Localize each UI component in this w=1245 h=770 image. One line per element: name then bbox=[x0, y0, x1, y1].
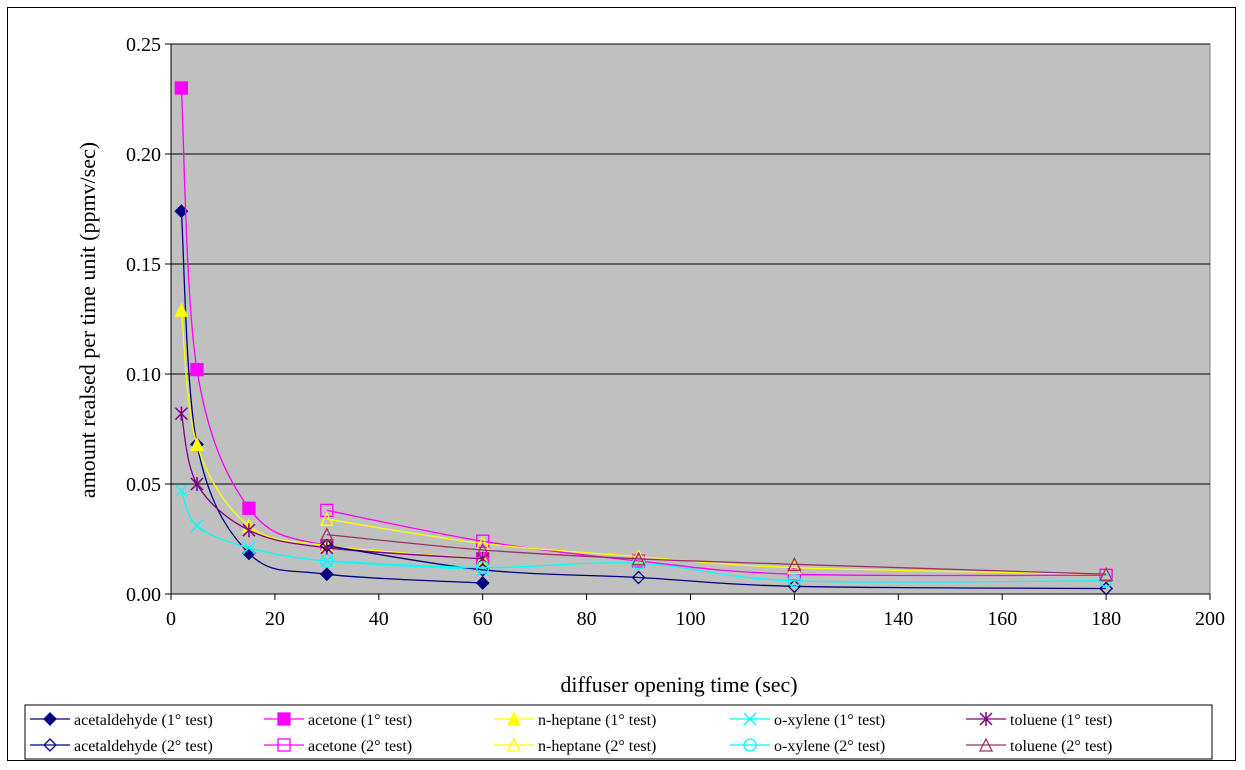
data-point bbox=[787, 574, 802, 588]
data-point bbox=[190, 362, 204, 377]
legend-item: toluene (1° test) bbox=[966, 712, 1112, 729]
x-tick-label: 100 bbox=[676, 608, 706, 630]
x-axis-title: diffuser opening time (sec) bbox=[560, 672, 797, 697]
data-point bbox=[475, 542, 490, 557]
data-point bbox=[476, 560, 490, 575]
x-tick-label: 180 bbox=[1091, 608, 1121, 630]
y-tick-label: 0.25 bbox=[126, 34, 161, 56]
legend-item: acetone (2° test) bbox=[264, 738, 412, 755]
legend-marker bbox=[43, 738, 57, 752]
legend-label: o-xylene (1° test) bbox=[774, 712, 885, 729]
legend-box bbox=[24, 704, 1213, 760]
data-point bbox=[475, 576, 490, 590]
y-tick-label: 0.05 bbox=[126, 474, 161, 496]
x-tick-label: 80 bbox=[577, 608, 597, 630]
legend-item: n-heptane (2° test) bbox=[494, 737, 656, 755]
legend-marker bbox=[277, 712, 291, 726]
plot-area bbox=[170, 43, 1211, 595]
legend-item: o-xylene (1° test) bbox=[730, 712, 885, 729]
data-point bbox=[190, 477, 204, 491]
data-point bbox=[174, 81, 189, 95]
legend-item: acetaldehyde (2° test) bbox=[30, 738, 213, 755]
x-tick-label: 60 bbox=[473, 608, 493, 630]
series-line bbox=[326, 509, 1107, 577]
legend-label: n-heptane (1° test) bbox=[538, 712, 656, 729]
data-point bbox=[319, 538, 334, 553]
series-line bbox=[326, 518, 1107, 575]
data-point bbox=[190, 519, 204, 533]
legend-marker bbox=[43, 712, 57, 726]
data-point bbox=[319, 567, 334, 582]
data-point bbox=[174, 406, 188, 421]
legend: acetaldehyde (1° test) acetone (1° test) n… bbox=[24, 704, 1213, 760]
series-9 bbox=[319, 527, 1114, 581]
axes: diffuser opening time (sec) amount reals… bbox=[75, 34, 1225, 697]
data-point bbox=[787, 556, 802, 571]
data-point bbox=[787, 560, 802, 575]
data-point bbox=[242, 541, 256, 555]
series-line bbox=[180, 413, 483, 560]
plot-background bbox=[170, 43, 1211, 595]
series-line bbox=[326, 533, 1107, 575]
y-axis-title: amount realsed per time unit (ppmv/sec) bbox=[75, 142, 100, 498]
legend-item: n-heptane (1° test) bbox=[494, 711, 656, 729]
legend-label: toluene (1° test) bbox=[1010, 712, 1112, 729]
data-point bbox=[631, 570, 646, 585]
legend-item: acetaldehyde (1° test) bbox=[30, 712, 213, 729]
x-tick-label: 200 bbox=[1195, 608, 1225, 630]
x-tick-label: 20 bbox=[265, 608, 285, 630]
legend-label: acetaldehyde (2° test) bbox=[74, 738, 213, 755]
data-point bbox=[319, 511, 334, 526]
legend-label: acetone (1° test) bbox=[308, 712, 412, 729]
data-point bbox=[1099, 566, 1114, 581]
series-line bbox=[326, 560, 1107, 583]
data-point bbox=[319, 527, 334, 542]
y-tick-label: 0.10 bbox=[126, 364, 161, 386]
legend-marker bbox=[743, 738, 757, 752]
series-line bbox=[326, 544, 1107, 590]
data-point bbox=[320, 554, 334, 568]
y-tick-label: 0.20 bbox=[126, 144, 161, 166]
legend-label: o-xylene (2° test) bbox=[774, 738, 885, 755]
data-point bbox=[320, 503, 334, 518]
legend-marker bbox=[506, 737, 522, 752]
legend-label: acetone (2° test) bbox=[308, 738, 412, 755]
series-line bbox=[180, 211, 483, 584]
series-layer bbox=[174, 81, 1114, 596]
legend-item: o-xylene (2° test) bbox=[730, 738, 885, 755]
x-tick-label: 120 bbox=[779, 608, 809, 630]
legend-marker bbox=[979, 712, 993, 726]
x-tick-label: 40 bbox=[369, 608, 389, 630]
x-tick-label: 140 bbox=[883, 608, 913, 630]
y-tick-label: 0.00 bbox=[126, 584, 161, 606]
data-point bbox=[174, 302, 189, 317]
legend-label: n-heptane (2° test) bbox=[538, 738, 656, 755]
x-tick-label: 160 bbox=[987, 608, 1017, 630]
legend-marker bbox=[978, 737, 994, 752]
legend-marker bbox=[743, 712, 757, 726]
data-point bbox=[787, 579, 802, 594]
legend-item: toluene (2° test) bbox=[966, 737, 1112, 755]
legend-marker bbox=[277, 738, 291, 752]
legend-label: toluene (2° test) bbox=[1010, 738, 1112, 755]
data-point bbox=[476, 534, 490, 548]
data-point bbox=[174, 484, 188, 498]
legend-label: acetaldehyde (1° test) bbox=[74, 712, 213, 729]
legend-marker bbox=[506, 711, 522, 726]
data-point bbox=[631, 556, 646, 570]
x-tick-label: 0 bbox=[166, 608, 176, 630]
legend-item: acetone (1° test) bbox=[264, 712, 412, 729]
y-tick-label: 0.15 bbox=[126, 254, 161, 276]
data-point bbox=[189, 436, 205, 452]
data-point bbox=[242, 523, 256, 538]
data-point bbox=[631, 551, 646, 566]
data-point bbox=[242, 501, 256, 515]
